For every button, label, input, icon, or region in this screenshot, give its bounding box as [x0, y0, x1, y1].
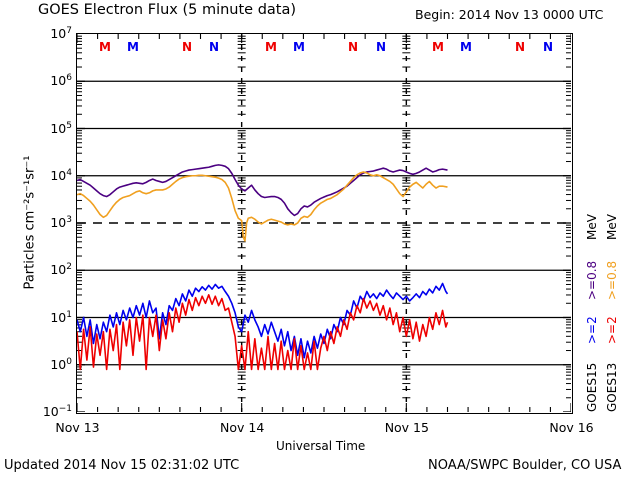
x-axis-label: Universal Time [276, 439, 366, 453]
event-marker-m: M [293, 40, 305, 54]
x-tick-label: Nov 16 [549, 420, 594, 435]
legend-channel-lo: >=0.8 [585, 260, 599, 300]
event-marker-n: N [208, 40, 220, 54]
y-tick-label: 103 [50, 215, 72, 231]
event-marker-m: M [265, 40, 277, 54]
y-tick-label: 102 [50, 262, 72, 278]
legend-channel-lo: >=0.8 [605, 260, 619, 300]
series-line [77, 164, 448, 217]
source-credit: NOAA/SWPC Boulder, CO USA [428, 458, 622, 473]
event-marker-m: M [432, 40, 444, 54]
y-tick-label: 106 [50, 73, 72, 89]
y-tick-label: 101 [50, 309, 72, 325]
y-tick-label: 107 [50, 26, 72, 42]
legend: GOES15 >=2 >=0.8 MeV GOES13 >=2 >=0.8 MeV [575, 0, 640, 480]
event-marker-m: M [127, 40, 139, 54]
y-tick-label: 100 [50, 356, 72, 372]
y-tick-label: 10−1 [42, 404, 72, 420]
updated-timestamp: Updated 2014 Nov 15 02:31:02 UTC [4, 458, 240, 473]
legend-satellite: GOES13 [605, 362, 619, 412]
legend-channel-hi: >=2 [585, 316, 599, 344]
event-marker-m: M [99, 40, 111, 54]
series-line [77, 171, 448, 242]
series-line [77, 294, 449, 371]
plot-area [76, 33, 573, 414]
y-tick-label: 104 [50, 167, 72, 183]
event-marker-n: N [181, 40, 193, 54]
event-marker-n: N [347, 40, 359, 54]
event-marker-n: N [514, 40, 526, 54]
begin-time-label: Begin: 2014 Nov 13 0000 UTC [415, 7, 604, 22]
series-line [77, 282, 449, 359]
x-tick-label: Nov 15 [384, 420, 429, 435]
x-tick-label: Nov 13 [55, 420, 100, 435]
page-title: GOES Electron Flux (5 minute data) [38, 2, 297, 18]
event-marker-n: N [542, 40, 554, 54]
x-tick-label: Nov 14 [220, 420, 265, 435]
event-marker-n: N [375, 40, 387, 54]
chart-canvas [77, 34, 571, 412]
legend-satellite: GOES15 [585, 362, 599, 412]
legend-channel-hi: >=2 [605, 316, 619, 344]
y-tick-label: 105 [50, 120, 72, 136]
y-axis-ticks: 107 106 105 104 103 102 101 100 10−1 [20, 0, 72, 480]
legend-unit: MeV [605, 214, 619, 240]
legend-unit: MeV [585, 214, 599, 240]
x-axis-ticks: Nov 13 Nov 14 Nov 15 Nov 16 [0, 420, 640, 438]
event-marker-m: M [460, 40, 472, 54]
